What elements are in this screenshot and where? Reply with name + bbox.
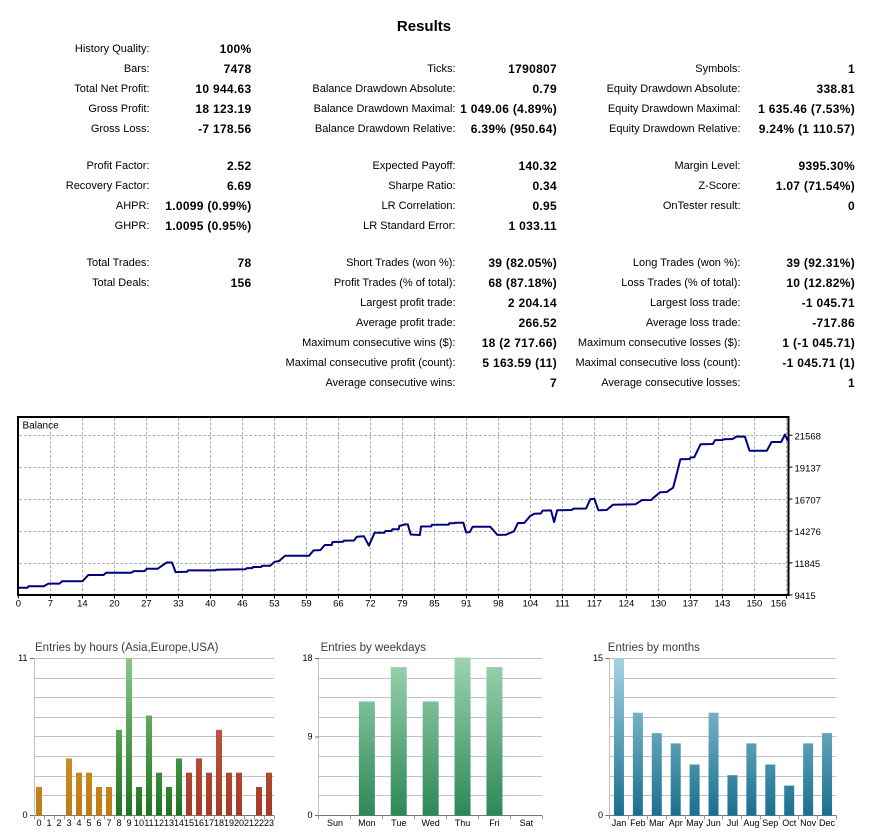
svg-text:Apr: Apr (669, 818, 683, 828)
svg-text:0: 0 (36, 818, 41, 828)
svg-text:14276: 14276 (795, 527, 821, 538)
svg-text:21568: 21568 (795, 431, 821, 442)
svg-text:9: 9 (126, 818, 131, 828)
svg-text:Tue: Tue (391, 818, 406, 828)
svg-text:Balance: Balance (23, 421, 60, 432)
svg-text:Entries by months: Entries by months (608, 642, 700, 654)
svg-text:Entries by weekdays: Entries by weekdays (321, 642, 427, 654)
svg-text:11845: 11845 (795, 559, 821, 570)
svg-text:27: 27 (141, 599, 152, 610)
svg-text:2: 2 (56, 818, 61, 828)
svg-text:66: 66 (333, 599, 344, 610)
svg-text:150: 150 (746, 599, 762, 610)
svg-text:May: May (686, 818, 704, 828)
svg-text:11: 11 (18, 653, 27, 663)
svg-text:Dec: Dec (819, 818, 836, 828)
svg-text:15: 15 (184, 818, 194, 828)
svg-text:18: 18 (302, 653, 312, 663)
svg-text:Fri: Fri (489, 818, 500, 828)
svg-text:33: 33 (173, 599, 184, 610)
svg-text:22: 22 (254, 818, 264, 828)
svg-text:111: 111 (555, 599, 569, 610)
svg-text:Jan: Jan (612, 818, 627, 828)
svg-text:10: 10 (134, 818, 144, 828)
svg-text:0: 0 (16, 599, 21, 610)
svg-text:130: 130 (650, 599, 666, 610)
svg-text:20: 20 (109, 599, 120, 610)
svg-text:7: 7 (106, 818, 111, 828)
svg-text:Nov: Nov (800, 818, 817, 828)
svg-text:20: 20 (234, 818, 244, 828)
svg-text:98: 98 (493, 599, 504, 610)
svg-text:14: 14 (77, 599, 88, 610)
svg-text:79: 79 (397, 599, 408, 610)
svg-text:Mon: Mon (358, 818, 376, 828)
svg-text:19137: 19137 (795, 463, 821, 474)
svg-text:Sun: Sun (327, 818, 343, 828)
svg-text:9415: 9415 (795, 591, 816, 602)
svg-text:21: 21 (244, 818, 254, 828)
svg-text:Feb: Feb (630, 818, 646, 828)
svg-text:124: 124 (618, 599, 634, 610)
svg-text:143: 143 (714, 599, 730, 610)
svg-text:14: 14 (174, 818, 184, 828)
svg-text:53: 53 (269, 599, 280, 610)
svg-text:13: 13 (164, 818, 174, 828)
svg-text:15: 15 (593, 653, 603, 663)
svg-text:Thu: Thu (455, 818, 471, 828)
svg-text:Aug: Aug (743, 818, 759, 828)
svg-text:12: 12 (154, 818, 164, 828)
svg-text:46: 46 (237, 599, 248, 610)
svg-text:5: 5 (86, 818, 91, 828)
svg-text:85: 85 (429, 599, 440, 610)
svg-text:16: 16 (194, 818, 204, 828)
svg-text:8: 8 (116, 818, 121, 828)
svg-text:23: 23 (264, 818, 274, 828)
svg-text:59: 59 (301, 599, 312, 610)
svg-text:6: 6 (96, 818, 101, 828)
svg-text:18: 18 (214, 818, 224, 828)
svg-text:104: 104 (522, 599, 538, 610)
svg-text:11: 11 (144, 818, 153, 828)
svg-text:40: 40 (205, 599, 216, 610)
svg-text:17: 17 (204, 818, 214, 828)
svg-text:0: 0 (598, 810, 603, 820)
svg-text:137: 137 (682, 599, 698, 610)
svg-text:Wed: Wed (421, 818, 439, 828)
svg-text:3: 3 (66, 818, 71, 828)
svg-text:Sep: Sep (762, 818, 778, 828)
svg-text:19: 19 (224, 818, 234, 828)
svg-text:72: 72 (365, 599, 376, 610)
svg-text:117: 117 (587, 599, 602, 610)
svg-text:0: 0 (22, 810, 27, 820)
svg-text:0: 0 (307, 810, 312, 820)
svg-text:4: 4 (76, 818, 81, 828)
svg-text:Jun: Jun (706, 818, 721, 828)
svg-text:91: 91 (461, 599, 472, 610)
svg-text:16707: 16707 (795, 495, 821, 506)
svg-text:Entries by hours (Asia,Europe,: Entries by hours (Asia,Europe,USA) (35, 642, 219, 654)
svg-text:Mar: Mar (649, 818, 665, 828)
svg-text:9: 9 (307, 731, 312, 741)
svg-text:Oct: Oct (782, 818, 797, 828)
svg-text:Jul: Jul (727, 818, 739, 828)
svg-text:Sat: Sat (520, 818, 534, 828)
svg-text:156: 156 (771, 599, 787, 610)
svg-text:7: 7 (48, 599, 53, 610)
svg-text:1: 1 (46, 818, 51, 828)
